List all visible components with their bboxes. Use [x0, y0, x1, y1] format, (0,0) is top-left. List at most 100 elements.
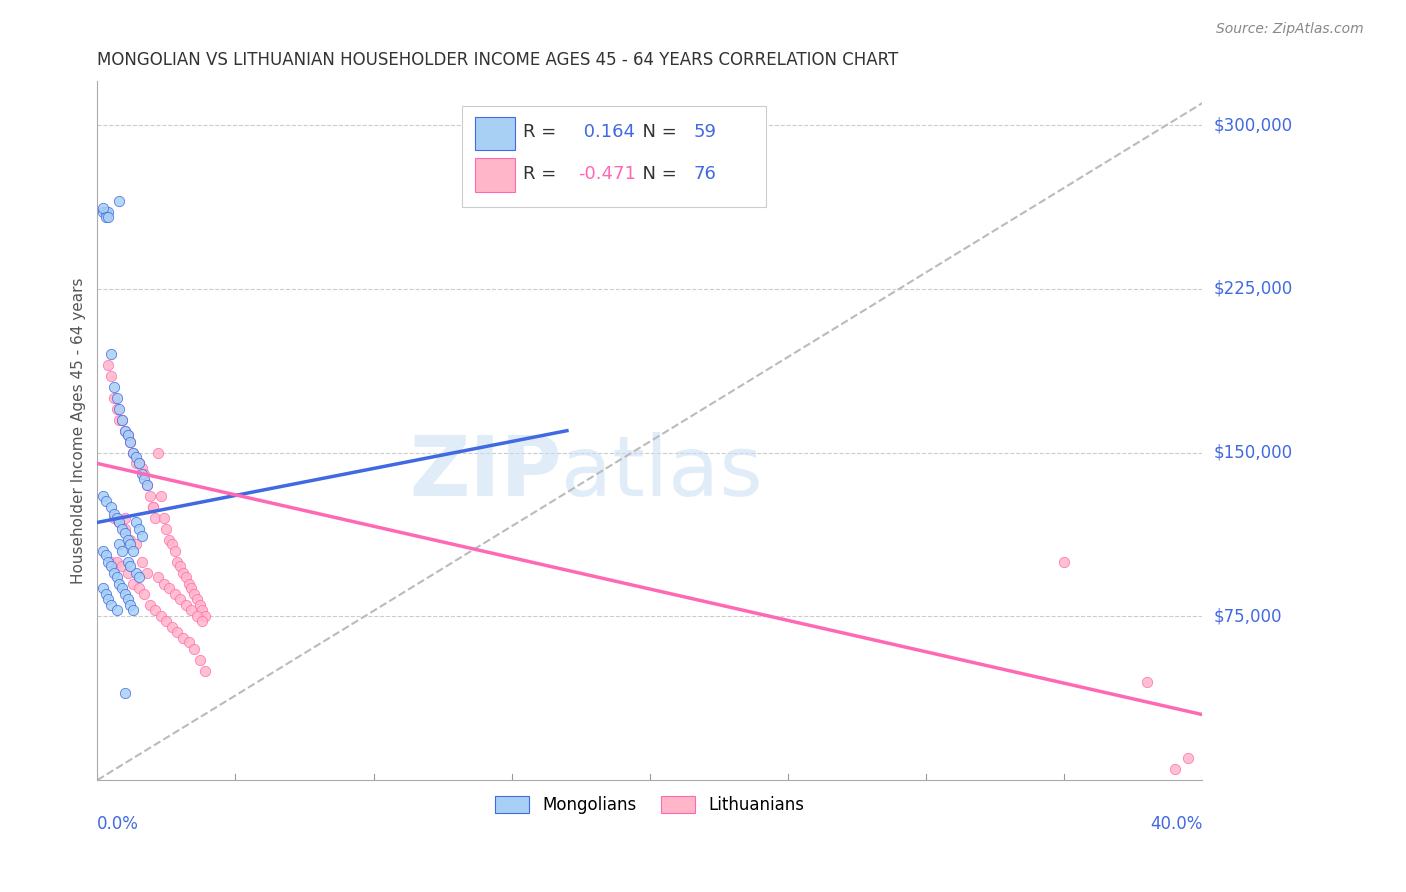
- Text: 76: 76: [695, 165, 717, 183]
- Point: [188, 653, 211, 667]
- Point: [97, 205, 120, 219]
- Point: [177, 576, 200, 591]
- Point: [134, 587, 156, 601]
- Text: 59: 59: [695, 123, 717, 141]
- Point: [120, 434, 142, 449]
- Point: [157, 581, 180, 595]
- Point: [105, 603, 128, 617]
- Text: Source: ZipAtlas.com: Source: ZipAtlas.com: [1216, 22, 1364, 37]
- Point: [139, 599, 162, 613]
- Text: N =: N =: [631, 165, 682, 183]
- Point: [152, 576, 174, 591]
- Point: [120, 599, 142, 613]
- Point: [134, 467, 156, 482]
- Y-axis label: Householder Income Ages 45 - 64 years: Householder Income Ages 45 - 64 years: [72, 277, 86, 584]
- Text: atlas: atlas: [561, 432, 763, 513]
- Point: [1136, 674, 1159, 689]
- Text: 40.0%: 40.0%: [1150, 815, 1202, 833]
- Point: [122, 445, 145, 459]
- Point: [174, 570, 197, 584]
- Point: [160, 620, 183, 634]
- Point: [100, 555, 122, 569]
- Point: [183, 642, 205, 657]
- Point: [122, 543, 145, 558]
- Point: [117, 428, 139, 442]
- Point: [122, 603, 145, 617]
- Point: [108, 401, 131, 416]
- Point: [91, 489, 114, 503]
- Point: [120, 537, 142, 551]
- Text: MONGOLIAN VS LITHUANIAN HOUSEHOLDER INCOME AGES 45 - 64 YEARS CORRELATION CHART: MONGOLIAN VS LITHUANIAN HOUSEHOLDER INCO…: [97, 51, 898, 69]
- Point: [97, 210, 120, 224]
- Point: [136, 566, 159, 580]
- Point: [114, 424, 136, 438]
- Point: [117, 533, 139, 547]
- Point: [91, 205, 114, 219]
- Text: N =: N =: [631, 123, 682, 141]
- Point: [183, 587, 205, 601]
- Point: [180, 581, 202, 595]
- Point: [103, 380, 125, 394]
- Point: [94, 587, 117, 601]
- Point: [120, 533, 142, 547]
- Point: [91, 201, 114, 215]
- Point: [103, 507, 125, 521]
- Point: [120, 559, 142, 574]
- Point: [142, 500, 165, 515]
- Point: [94, 210, 117, 224]
- Point: [97, 555, 120, 569]
- Point: [142, 500, 165, 515]
- Point: [143, 603, 166, 617]
- Point: [103, 391, 125, 405]
- Point: [122, 445, 145, 459]
- Point: [146, 570, 169, 584]
- Point: [194, 609, 217, 624]
- Point: [125, 566, 148, 580]
- Point: [100, 500, 122, 515]
- Point: [103, 511, 125, 525]
- Point: [172, 631, 194, 645]
- Point: [163, 543, 186, 558]
- Point: [131, 555, 153, 569]
- Point: [111, 559, 134, 574]
- Point: [169, 591, 191, 606]
- Text: R =: R =: [523, 123, 562, 141]
- Point: [131, 467, 153, 482]
- Point: [128, 457, 150, 471]
- Text: ZIP: ZIP: [409, 432, 561, 513]
- Point: [149, 609, 172, 624]
- Point: [128, 581, 150, 595]
- Point: [191, 603, 214, 617]
- Point: [166, 624, 188, 639]
- FancyBboxPatch shape: [475, 117, 515, 151]
- Point: [120, 434, 142, 449]
- Point: [108, 516, 131, 530]
- Point: [128, 570, 150, 584]
- Point: [186, 609, 208, 624]
- Point: [194, 664, 217, 678]
- Text: $150,000: $150,000: [1213, 443, 1292, 461]
- Point: [117, 555, 139, 569]
- Text: R =: R =: [523, 165, 562, 183]
- Point: [172, 566, 194, 580]
- Point: [163, 587, 186, 601]
- Point: [131, 528, 153, 542]
- Point: [111, 581, 134, 595]
- Point: [180, 603, 202, 617]
- Point: [125, 516, 148, 530]
- Point: [97, 358, 120, 372]
- Point: [91, 581, 114, 595]
- Point: [114, 511, 136, 525]
- Point: [157, 533, 180, 547]
- FancyBboxPatch shape: [463, 106, 766, 207]
- Text: $300,000: $300,000: [1213, 116, 1292, 134]
- Point: [111, 413, 134, 427]
- Point: [166, 555, 188, 569]
- Point: [1053, 555, 1076, 569]
- Point: [108, 516, 131, 530]
- Point: [105, 511, 128, 525]
- Text: $225,000: $225,000: [1213, 280, 1292, 298]
- Point: [1177, 751, 1199, 765]
- Text: $75,000: $75,000: [1213, 607, 1282, 625]
- Point: [111, 543, 134, 558]
